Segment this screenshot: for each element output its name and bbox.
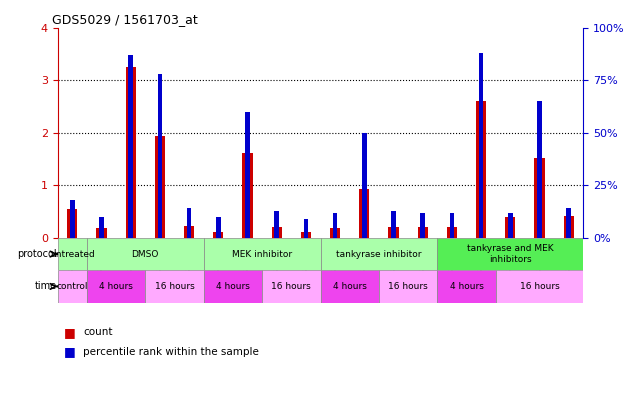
Bar	[330, 228, 340, 238]
Bar	[320, 238, 437, 270]
Bar	[58, 238, 87, 270]
Bar	[262, 270, 320, 303]
Bar	[126, 67, 136, 238]
Bar	[437, 238, 583, 270]
Bar	[505, 217, 515, 238]
Bar	[437, 270, 495, 303]
Text: 4 hours: 4 hours	[216, 282, 250, 291]
Text: count: count	[83, 327, 113, 337]
Text: 4 hours: 4 hours	[449, 282, 483, 291]
Bar	[87, 238, 204, 270]
Bar	[417, 228, 428, 238]
Bar	[184, 226, 194, 238]
Bar	[272, 228, 282, 238]
Bar	[359, 189, 369, 238]
Bar	[420, 213, 425, 238]
Text: GDS5029 / 1561703_at: GDS5029 / 1561703_at	[53, 13, 198, 26]
Text: tankyrase and MEK
inhibitors: tankyrase and MEK inhibitors	[467, 244, 554, 264]
Bar	[391, 211, 395, 238]
Bar	[158, 74, 162, 238]
Text: percentile rank within the sample: percentile rank within the sample	[83, 347, 259, 357]
Bar	[301, 231, 311, 238]
Text: 16 hours: 16 hours	[520, 282, 560, 291]
Text: 4 hours: 4 hours	[99, 282, 133, 291]
Text: tankyrase inhibitor: tankyrase inhibitor	[336, 250, 422, 259]
Bar	[508, 213, 513, 238]
Bar	[379, 270, 437, 303]
Text: DMSO: DMSO	[131, 250, 159, 259]
Bar	[476, 101, 487, 238]
Bar	[362, 133, 367, 238]
Text: protocol: protocol	[17, 249, 57, 259]
Bar	[58, 270, 87, 303]
Text: untreated: untreated	[50, 250, 95, 259]
Bar	[563, 216, 574, 238]
Bar	[213, 231, 224, 238]
Bar	[216, 217, 221, 238]
Bar	[333, 213, 337, 238]
Bar	[535, 158, 545, 238]
Text: 16 hours: 16 hours	[271, 282, 311, 291]
Bar	[67, 209, 78, 238]
Bar	[479, 53, 483, 238]
Bar	[567, 208, 571, 238]
Bar	[495, 270, 583, 303]
Text: 16 hours: 16 hours	[154, 282, 194, 291]
Bar	[274, 211, 279, 238]
Bar	[204, 270, 262, 303]
Bar	[87, 270, 146, 303]
Bar	[242, 152, 253, 238]
Bar	[96, 228, 106, 238]
Bar	[204, 238, 320, 270]
Bar	[304, 219, 308, 238]
Bar	[128, 55, 133, 238]
Bar	[320, 270, 379, 303]
Bar	[447, 228, 457, 238]
Bar	[154, 136, 165, 238]
Bar	[537, 101, 542, 238]
Text: ■: ■	[64, 325, 76, 339]
Text: ■: ■	[64, 345, 76, 358]
Text: time: time	[35, 281, 57, 292]
Bar	[146, 270, 204, 303]
Bar	[99, 217, 104, 238]
Bar	[449, 213, 454, 238]
Bar	[246, 112, 250, 238]
Bar	[388, 228, 399, 238]
Text: control: control	[56, 282, 88, 291]
Bar	[187, 208, 192, 238]
Text: MEK inhibitor: MEK inhibitor	[232, 250, 292, 259]
Text: 4 hours: 4 hours	[333, 282, 367, 291]
Bar	[70, 200, 74, 238]
Text: 16 hours: 16 hours	[388, 282, 428, 291]
